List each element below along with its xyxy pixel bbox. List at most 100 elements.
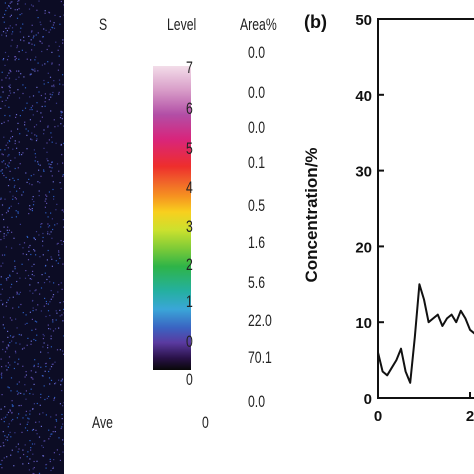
map-dot (31, 318, 33, 320)
map-dot (50, 416, 52, 418)
map-dot (12, 270, 14, 272)
map-dot (41, 116, 43, 118)
map-dot (5, 27, 7, 29)
map-dot (1, 375, 3, 377)
map-dot (0, 358, 2, 360)
map-dot (32, 196, 34, 198)
map-dot (5, 99, 7, 101)
map-dot (7, 209, 9, 211)
y-tick-label: 10 (355, 315, 372, 332)
map-dot (34, 359, 36, 361)
map-dot (3, 421, 5, 423)
map-dot (35, 56, 37, 58)
map-dot (58, 93, 60, 95)
map-dot (32, 292, 34, 294)
map-dot (7, 142, 9, 144)
map-dot (59, 349, 61, 351)
map-dot (32, 37, 34, 39)
map-dot (5, 32, 7, 34)
map-dot (16, 272, 18, 274)
map-dot (8, 5, 10, 7)
map-dot (9, 275, 11, 277)
map-dot (59, 309, 61, 311)
map-dot (58, 437, 60, 439)
map-dot (5, 176, 7, 179)
map-dot (1, 34, 3, 36)
map-dot (0, 149, 2, 151)
map-dot (49, 460, 51, 463)
map-dot (44, 12, 46, 14)
map-dot (55, 319, 57, 321)
map-dot (42, 346, 44, 348)
map-dot (35, 421, 37, 423)
map-dot (24, 323, 26, 325)
map-dot (47, 72, 49, 74)
map-dot (35, 254, 37, 256)
map-dot (58, 254, 60, 256)
map-dot (4, 2, 6, 4)
map-dot (53, 459, 55, 461)
map-dot (12, 177, 14, 179)
map-dot (40, 24, 42, 26)
map-dot (18, 293, 20, 295)
map-dot (17, 0, 19, 3)
map-dot (9, 92, 12, 94)
map-dot (10, 436, 12, 438)
map-dot (55, 419, 57, 421)
map-dot (10, 14, 12, 16)
map-dot (14, 167, 16, 170)
map-dot (1, 79, 3, 81)
map-dot (43, 83, 45, 85)
legend-level-3: 3 (186, 217, 193, 236)
map-dot (35, 371, 37, 373)
map-dot (36, 402, 38, 405)
map-dot (1, 153, 3, 155)
map-dot (23, 76, 25, 78)
map-dot (36, 460, 38, 462)
map-dot (62, 174, 64, 176)
map-dot (51, 161, 53, 163)
map-dot (61, 118, 63, 120)
map-dot (8, 72, 10, 74)
map-dot (52, 24, 54, 26)
map-dot (28, 208, 30, 210)
map-dot (30, 4, 33, 6)
map-dot (63, 312, 64, 314)
map-dot (0, 230, 2, 233)
map-dot (38, 234, 40, 236)
map-dot (25, 253, 28, 256)
map-dot (1, 161, 3, 163)
legend-ave-label: Ave (92, 413, 113, 432)
map-dot (7, 210, 9, 212)
map-dot (50, 298, 52, 300)
map-dot (32, 69, 34, 71)
map-dot (52, 466, 54, 468)
map-dot (42, 333, 44, 336)
map-dot (30, 138, 32, 140)
map-dot (63, 4, 64, 6)
map-dot (16, 9, 18, 11)
map-dot (19, 133, 21, 135)
map-dot (18, 448, 20, 450)
map-dot (9, 335, 12, 337)
map-dot (34, 160, 36, 162)
map-dot (1, 372, 3, 374)
map-dot (57, 262, 59, 264)
map-dot (9, 410, 11, 412)
map-dot (2, 262, 4, 264)
map-dot (5, 10, 7, 12)
map-dot (24, 3, 26, 5)
map-dot (32, 95, 35, 97)
map-dot (30, 370, 32, 372)
map-dot (11, 136, 14, 138)
map-dot (63, 142, 64, 144)
map-dot (32, 307, 34, 309)
map-dot (16, 280, 18, 283)
map-dot (6, 346, 8, 348)
map-dot (15, 352, 17, 354)
map-dot (3, 218, 5, 221)
map-dot (24, 87, 27, 89)
map-dot (58, 170, 60, 172)
map-dot (31, 429, 34, 431)
legend-level-2: 2 (186, 255, 193, 274)
